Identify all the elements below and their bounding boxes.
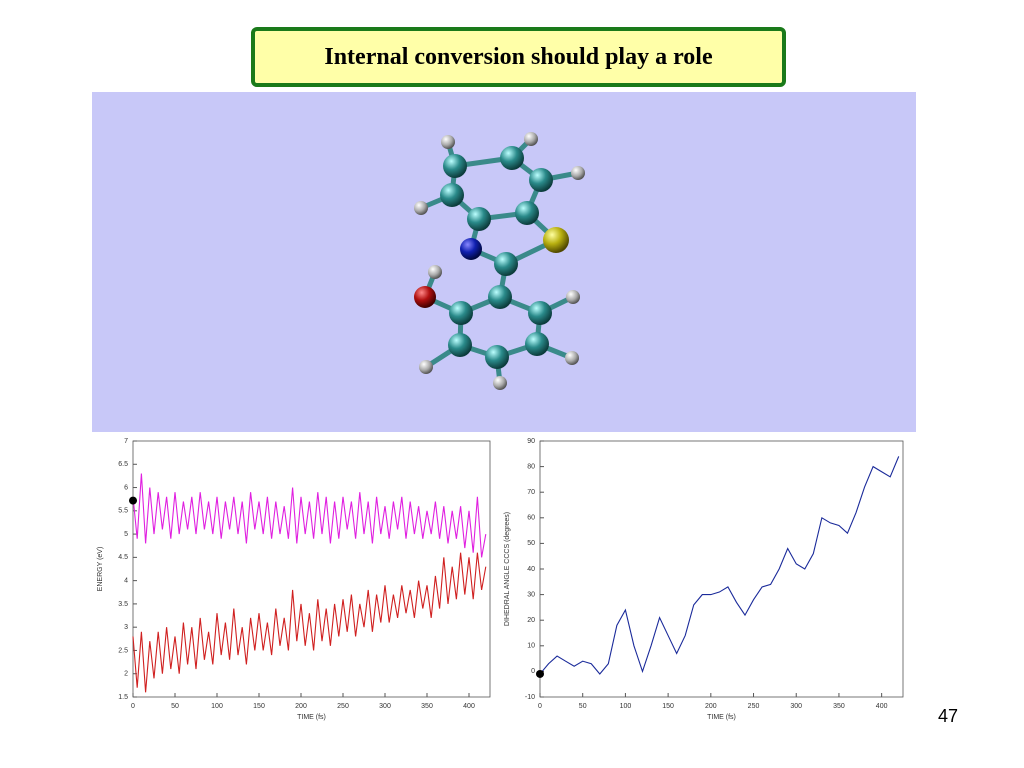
y-tick-label: 3.5 [118,601,128,608]
page-number: 47 [938,706,959,726]
y-tick-label: 90 [527,438,535,445]
y-tick-label: 4.5 [118,554,128,561]
y-tick-label: 6.5 [118,461,128,468]
x-tick-label: 150 [253,703,265,710]
y-tick-label: -10 [525,694,535,701]
x-tick-label: 0 [538,703,542,710]
y-tick-label: 80 [527,463,535,470]
chart-background [508,437,916,722]
y-tick-label: 5 [124,531,128,538]
x-tick-label: 200 [295,703,307,710]
x-tick-label: 400 [876,703,888,710]
y-tick-label: 30 [527,591,535,598]
y-tick-label: 20 [527,617,535,624]
data-line [539,456,900,675]
x-axis-label: TIME (fs) [707,714,736,721]
x-tick-label: 250 [748,703,760,710]
data-line [132,473,487,558]
x-tick-label: 100 [620,703,632,710]
x-axis-label: TIME (fs) [297,714,326,721]
y-tick-label: 50 [527,540,535,547]
y-tick-label: 7 [124,438,128,445]
y-axis-label: DIHEDRAL ANGLE CCCS (degrees) [504,512,511,626]
slide-title: Internal conversion should play a role [251,27,786,87]
plot-frame [132,440,491,698]
y-tick-label: 2.5 [118,647,128,654]
y-tick-label: 70 [527,489,535,496]
y-axis-label: ENERGY (eV) [97,547,104,592]
x-tick-label: 300 [790,703,802,710]
start-marker [129,496,137,505]
x-tick-label: 50 [171,703,179,710]
x-tick-label: 150 [662,703,674,710]
y-tick-label: 10 [527,643,535,650]
y-tick-label: 2 [124,671,128,678]
x-tick-label: 300 [379,703,391,710]
chart-background [92,437,492,722]
x-tick-label: 250 [337,703,349,710]
x-tick-label: 50 [579,703,587,710]
atoms [414,132,585,390]
x-tick-label: 350 [833,703,845,710]
x-tick-label: 100 [211,703,223,710]
start-marker [536,669,544,678]
x-tick-label: 350 [421,703,433,710]
y-tick-label: 1.5 [118,694,128,701]
x-tick-label: 400 [463,703,475,710]
y-tick-label: 40 [527,566,535,573]
data-line [132,552,487,693]
y-tick-label: 0 [531,668,535,675]
y-tick-label: 5.5 [118,508,128,515]
y-tick-label: 4 [124,577,128,584]
y-tick-label: 60 [527,515,535,522]
y-tick-label: 6 [124,484,128,491]
x-tick-label: 0 [131,703,135,710]
x-tick-label: 200 [705,703,717,710]
y-tick-label: 3 [124,624,128,631]
